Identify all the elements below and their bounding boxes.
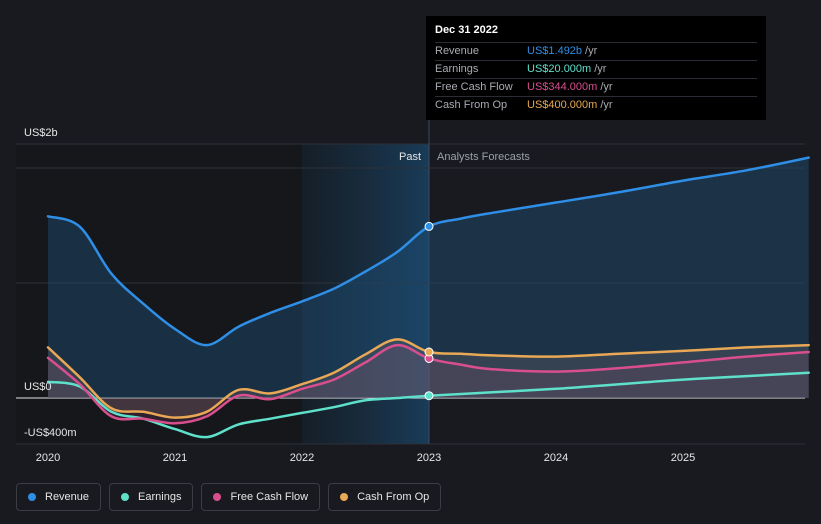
tooltip-label: Earnings (435, 63, 479, 75)
forecast-label: Analysts Forecasts (437, 151, 530, 163)
tooltip: Dec 31 2022 Revenue US$1.492b /yr Earnin… (426, 16, 766, 120)
y-tick-label: US$0 (24, 381, 52, 393)
legend-dot-icon (213, 493, 222, 501)
legend-dot-icon (28, 493, 36, 501)
revenue-line (46, 156, 810, 347)
tooltip-row-free-cash-flow: Free Cash Flow US$344.000m /yr (435, 78, 757, 96)
legend-label: Free Cash Flow (230, 491, 309, 503)
tooltip-unit: /yr (585, 45, 598, 57)
x-tick-label: 2022 (290, 452, 314, 464)
tooltip-date: Dec 31 2022 (435, 24, 498, 36)
legend-dot-icon (340, 493, 349, 501)
tooltip-label: Cash From Op (435, 99, 508, 111)
tooltip-label: Revenue (435, 45, 480, 57)
x-tick-label: 2024 (544, 452, 568, 464)
tooltip-unit: /yr (600, 81, 613, 93)
tooltip-value: US$400.000m (527, 99, 598, 111)
tooltip-unit: /yr (594, 63, 607, 75)
x-tick-label: 2020 (36, 452, 60, 464)
x-tick-label: 2023 (417, 452, 441, 464)
cash-from-op-area (48, 339, 809, 418)
tooltip-unit: /yr (600, 99, 613, 111)
revenue-marker (424, 221, 434, 231)
legend: Revenue Earnings Free Cash Flow Cash Fro… (16, 483, 442, 511)
free-cash-flow-line (46, 343, 810, 425)
legend-dot-icon (121, 493, 130, 501)
free-cash-flow-area (48, 345, 809, 424)
tooltip-value: US$344.000m (527, 81, 598, 93)
legend-label: Earnings (138, 491, 182, 503)
legend-item-cash-from-op[interactable]: Cash From Op (328, 483, 442, 511)
legend-label: Revenue (45, 491, 90, 503)
legend-item-free-cash-flow[interactable]: Free Cash Flow (201, 483, 321, 511)
cash-from-op-marker (424, 347, 434, 357)
earnings-marker (424, 391, 434, 401)
tooltip-value: US$1.492b (527, 45, 583, 57)
legend-label: Cash From Op (357, 491, 430, 503)
tooltip-value: US$20.000m (527, 63, 592, 75)
x-tick-label: 2025 (671, 452, 695, 464)
tooltip-row-cash-from-op: Cash From Op US$400.000m /yr (435, 96, 757, 114)
past-label: Past (399, 151, 421, 163)
tooltip-row-revenue: Revenue US$1.492b /yr (435, 42, 757, 60)
tooltip-row-earnings: Earnings US$20.000m /yr (435, 60, 757, 78)
legend-item-revenue[interactable]: Revenue (16, 483, 102, 511)
legend-item-earnings[interactable]: Earnings (109, 483, 194, 511)
tooltip-label: Free Cash Flow (435, 81, 513, 93)
cash-from-op-line (46, 338, 810, 419)
y-tick-label: -US$400m (24, 427, 77, 439)
y-tick-label: US$2b (24, 127, 58, 139)
x-tick-label: 2021 (163, 452, 187, 464)
revenue-area (48, 157, 809, 398)
